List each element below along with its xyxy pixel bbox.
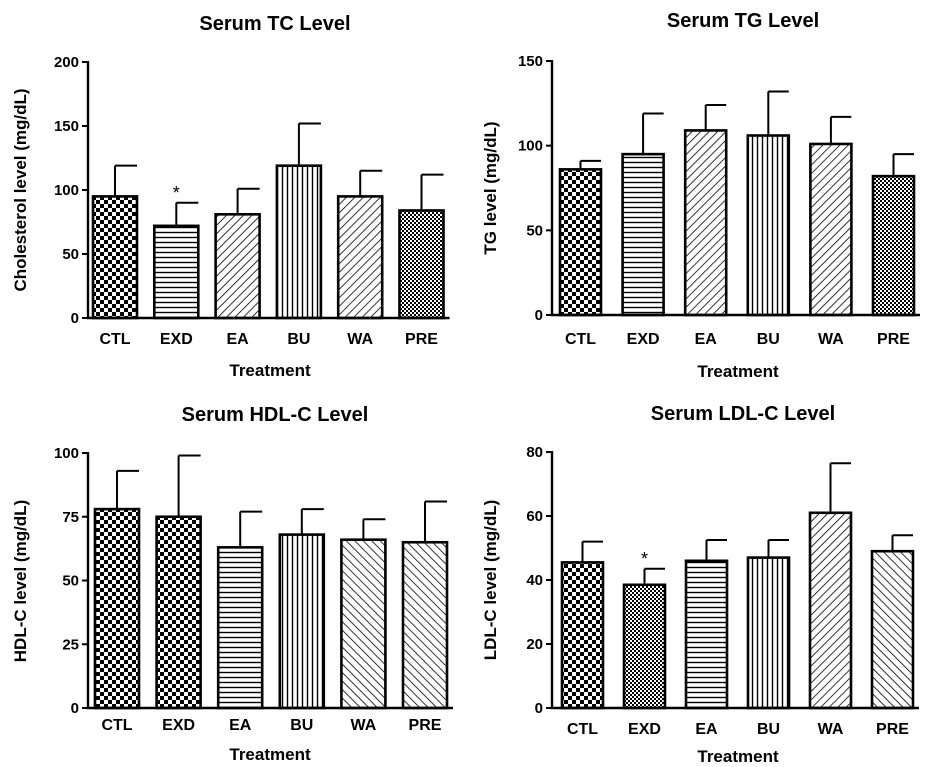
y-tick-label: 0 [71,700,79,717]
y-axis-label: LDL-C level (mg/dL) [481,500,500,661]
chart-panel: Serum TG Level TG level (mg/dL) Treatment C… [481,10,920,381]
bar-exd [153,224,200,320]
bar-ctl [560,561,605,710]
bar-pre [401,540,449,710]
y-tick-label: 50 [526,222,543,239]
bar-exd [155,515,202,710]
chart-panel: Serum TC Level Cholesterol level (mg/dL) T… [11,13,450,380]
x-tick-label: BU [287,331,310,348]
chart-title: Serum LDL-C Level [651,403,835,425]
x-tick-label: EA [226,331,249,348]
y-tick-label: 50 [62,573,79,590]
bar-pre [871,174,916,317]
bar-ea [214,213,261,320]
x-tick-label: EXD [162,717,195,734]
y-tick-label: 20 [526,636,543,653]
x-axis-label: Treatment [229,361,311,380]
y-tick-label: 50 [62,246,79,263]
x-tick-label: EXD [627,331,660,348]
y-axis-label: Cholesterol level (mg/dL) [11,88,30,291]
bar-wa [808,511,853,710]
bar-wa [340,538,387,710]
x-tick-label: EA [229,717,252,734]
y-tick-label: 80 [526,444,543,461]
chart-title: Serum TG Level [667,10,819,32]
x-tick-label: WA [818,721,844,738]
y-axis-label: HDL-C level (mg/dL) [11,500,30,662]
bar-ea [683,129,728,317]
y-tick-label: 150 [518,53,543,70]
bar-pre [398,209,445,320]
y-tick-label: 40 [526,572,543,589]
x-tick-label: EXD [628,721,661,738]
y-tick-label: 100 [518,138,543,155]
bar-ea [216,546,264,710]
bar-ctl [558,168,603,317]
x-tick-label: PRE [876,721,909,738]
y-tick-label: 0 [535,307,543,324]
significance-marker: * [641,549,648,569]
x-tick-label: BU [757,331,780,348]
x-tick-label: WA [351,717,377,734]
x-tick-label: WA [347,331,373,348]
y-tick-label: 25 [62,636,79,653]
x-tick-label: EXD [160,331,193,348]
x-tick-label: EA [695,331,718,348]
y-tick-label: 60 [526,508,543,525]
x-tick-label: CTL [565,331,596,348]
bar-bu [275,164,323,320]
y-tick-label: 100 [54,445,79,462]
x-tick-label: CTL [99,331,130,348]
x-tick-label: PRE [409,717,442,734]
x-tick-label: CTL [101,717,132,734]
x-tick-label: EA [695,721,718,738]
x-axis-label: Treatment [229,745,311,764]
x-tick-label: WA [818,331,844,348]
y-axis-label: TG level (mg/dL) [481,121,500,254]
x-tick-label: PRE [405,331,438,348]
bar-wa [336,195,384,320]
bar-exd [621,152,665,317]
bar-pre [870,549,915,710]
bar-bu [278,533,326,710]
x-tick-label: PRE [877,331,910,348]
x-tick-label: BU [290,717,313,734]
y-tick-label: 200 [54,54,79,71]
x-axis-label: Treatment [697,362,779,381]
x-tick-label: CTL [567,721,598,738]
chart-panel: Serum LDL-C Level LDL-C level (mg/dL) Trea… [481,403,919,766]
chart-panel: Serum HDL-C Level HDL-C level (mg/dL) Trea… [11,404,453,764]
chart-title: Serum HDL-C Level [182,404,369,426]
bar-wa [809,142,853,317]
bar-bu [746,556,791,710]
y-tick-label: 150 [54,118,79,135]
y-tick-label: 0 [535,700,543,717]
bar-ea [684,559,729,710]
x-axis-label: Treatment [697,747,779,766]
bar-ctl [91,195,139,320]
significance-marker: * [173,183,180,203]
chart-title: Serum TC Level [199,13,350,35]
bar-bu [746,134,791,317]
y-tick-label: 0 [71,310,79,327]
y-tick-label: 100 [54,182,79,199]
y-tick-label: 75 [62,509,79,526]
x-tick-label: BU [757,721,780,738]
bar-ctl [93,507,141,710]
bar-exd [622,583,667,710]
